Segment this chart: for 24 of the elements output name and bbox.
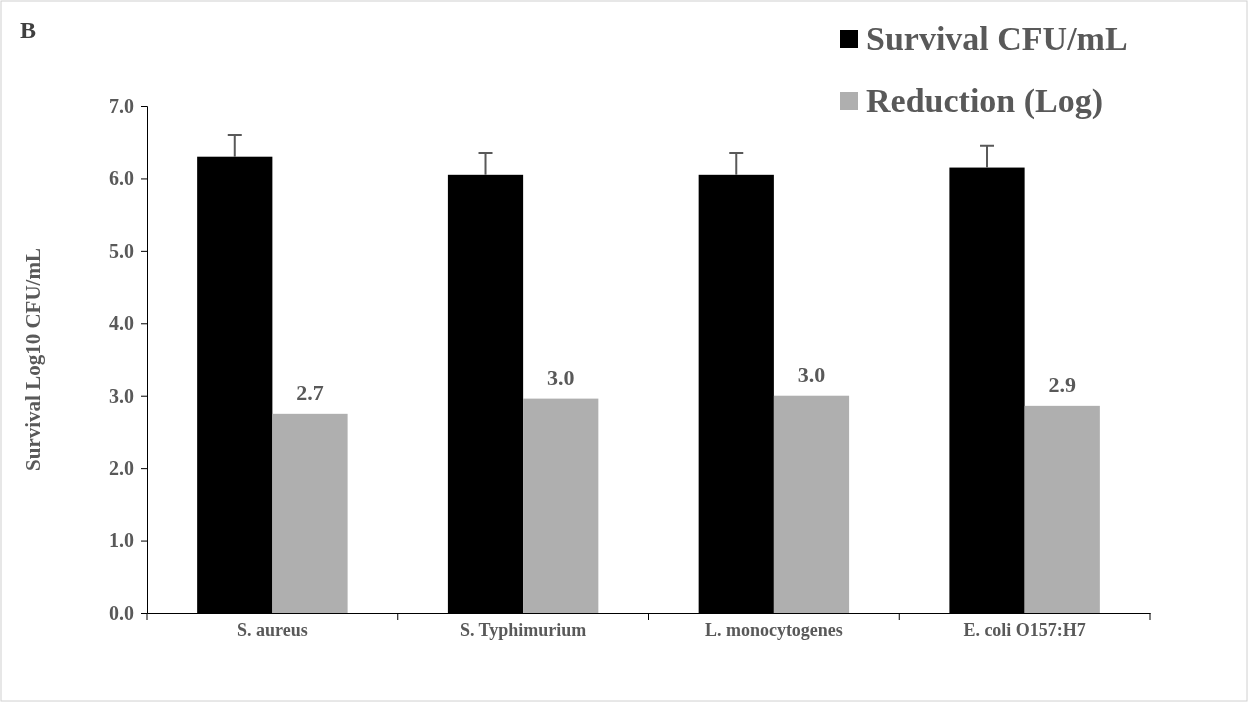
chart-title: B: [20, 17, 37, 43]
y-tick-label: 3.0: [109, 384, 134, 407]
y-tick-label: 1.0: [109, 529, 134, 552]
bar: [523, 398, 599, 613]
legend-label: Reduction (Log): [866, 82, 1104, 120]
data-label: 3.0: [797, 361, 826, 387]
y-tick-label: 4.0: [109, 312, 134, 335]
x-tick-label: S. aureus: [237, 620, 308, 640]
y-tick-label: 5.0: [109, 239, 134, 262]
y-axis-title: Survival Log10 CFU/mL: [21, 248, 45, 471]
y-tick-label: 7.0: [109, 94, 134, 117]
y-tick-label: 2.0: [109, 457, 134, 480]
y-tick-label: 0.0: [109, 601, 134, 624]
bar: [272, 413, 348, 613]
x-tick-label: E. coli O157:H7: [963, 620, 1086, 640]
x-tick-label: S. Typhimurium: [459, 620, 587, 640]
bar: [773, 395, 850, 613]
data-label: 3.0: [546, 364, 575, 390]
x-tick-label: L. monocytogenes: [704, 620, 843, 640]
data-label: 2.9: [1048, 371, 1076, 397]
y-tick-label: 6.0: [109, 167, 134, 190]
legend-label: Survival CFU/mL: [866, 20, 1128, 57]
data-label: 2.7: [296, 379, 324, 405]
bar: [1024, 405, 1100, 613]
